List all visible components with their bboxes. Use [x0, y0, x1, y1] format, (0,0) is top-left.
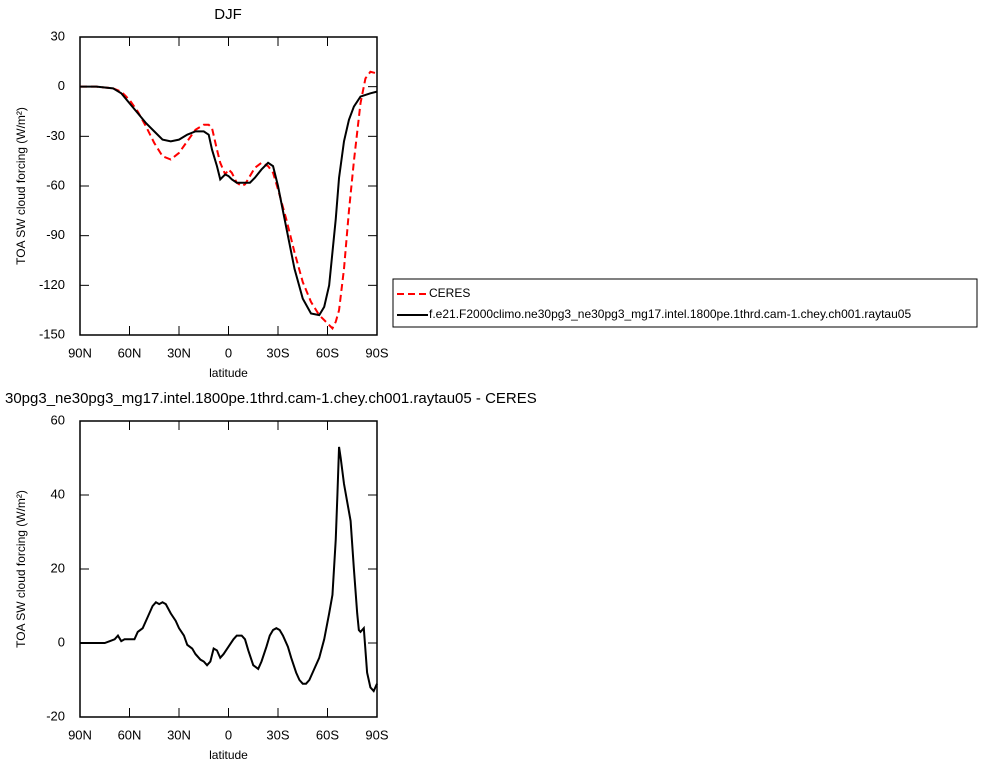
x-tick-label: 60N	[118, 727, 142, 742]
x-tick-label: 30S	[266, 345, 289, 360]
y-tick-label: -20	[46, 708, 65, 723]
y-axis-label: TOA SW cloud forcing (W/m²)	[14, 490, 28, 648]
y-tick-label: 30	[51, 28, 65, 43]
y-tick-label: 20	[51, 560, 65, 575]
plot-frame	[79, 420, 378, 718]
x-tick-label: 0	[225, 727, 232, 742]
y-tick-label: 40	[51, 486, 65, 501]
x-tick-label: 30N	[167, 345, 191, 360]
y-tick-label: -30	[46, 128, 65, 143]
legend-box	[392, 278, 978, 328]
x-tick-label: 60N	[118, 345, 142, 360]
y-tick-label: -150	[39, 326, 65, 341]
y-tick-label: 0	[58, 634, 65, 649]
x-axis-label: latitude	[209, 748, 248, 762]
chart-title: DJF	[214, 6, 242, 23]
legend-label: f.e21.F2000climo.ne30pg3_ne30pg3_mg17.in…	[429, 307, 911, 321]
y-tick-label: -90	[46, 227, 65, 242]
y-tick-label: 60	[51, 412, 65, 427]
y-tick-label: -120	[39, 277, 65, 292]
x-tick-label: 90S	[365, 727, 388, 742]
y-tick-label: -60	[46, 177, 65, 192]
x-tick-label: 0	[225, 345, 232, 360]
x-axis-label: latitude	[209, 366, 248, 380]
x-tick-label: 60S	[316, 727, 339, 742]
x-tick-label: 90N	[68, 727, 92, 742]
legend-label: CERES	[429, 286, 470, 300]
y-axis-label: TOA SW cloud forcing (W/m²)	[14, 107, 28, 265]
chart-title: 30pg3_ne30pg3_mg17.intel.1800pe.1thrd.ca…	[5, 390, 537, 407]
x-tick-label: 30S	[266, 727, 289, 742]
x-tick-label: 30N	[167, 727, 191, 742]
x-tick-label: 90S	[365, 345, 388, 360]
plot-frame	[79, 36, 378, 336]
series-line	[80, 70, 378, 331]
x-tick-label: 90N	[68, 345, 92, 360]
x-tick-label: 60S	[316, 345, 339, 360]
series-line	[80, 85, 378, 317]
series-line	[80, 446, 378, 693]
y-tick-label: 0	[58, 78, 65, 93]
